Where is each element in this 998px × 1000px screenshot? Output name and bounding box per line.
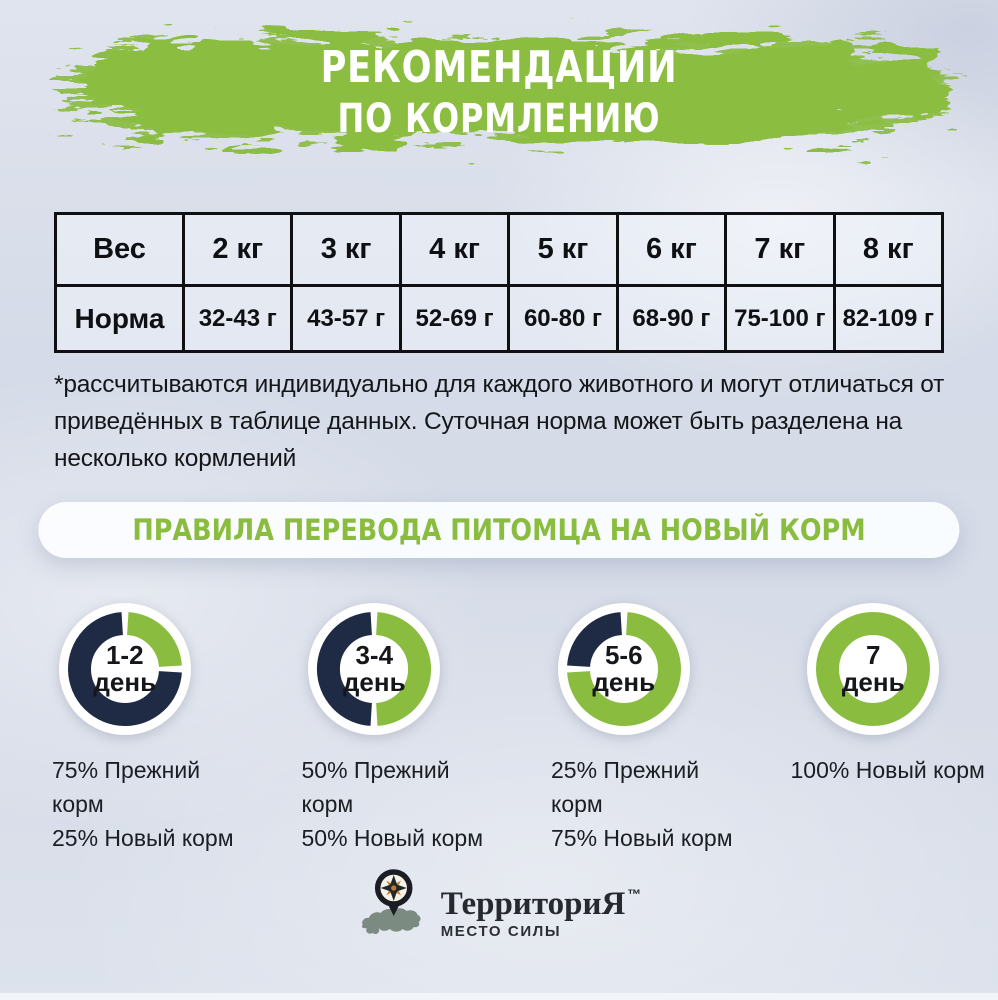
compass-center-dot xyxy=(391,885,397,891)
transition-step-1: 1-2 день 75% Прежний корм 25% Новый корм xyxy=(0,602,250,855)
table-cell: 52-69 г xyxy=(398,284,511,353)
table-cell: 82-109 г xyxy=(832,284,945,353)
donut-caption: 50% Прежний корм 50% Новый корм xyxy=(250,753,500,855)
table-header-row: Вес 2 кг 3 кг 4 кг 5 кг 6 кг 7 кг 8 кг xyxy=(54,212,945,287)
table-header-cell: 5 кг xyxy=(507,212,619,287)
table-cell: 60-80 г xyxy=(507,284,619,353)
banner-brush-stroke xyxy=(62,40,946,140)
page-title: РЕКОМЕНДАЦИИ ПО КОРМЛЕНИЮ xyxy=(0,41,998,144)
transition-step-2: 3-4 день 50% Прежний корм 50% Новый корм xyxy=(250,602,500,855)
donut-day-word: день xyxy=(592,667,656,697)
caption-old-food: 25% Прежний корм xyxy=(551,757,700,817)
donut-day-range: 1-2 xyxy=(105,640,144,670)
russia-map-silhouette xyxy=(361,908,421,935)
logo-text: ТерриториЯ ™ МЕСТО СИЛЫ xyxy=(441,868,642,940)
brand-name: ТерриториЯ ™ xyxy=(440,878,642,922)
donut-day-range: 7 xyxy=(866,640,881,670)
caption-new-food: 100% Новый корм xyxy=(790,757,985,783)
trademark-symbol: ™ xyxy=(627,886,642,902)
feeding-norms-table: Вес 2 кг 3 кг 4 кг 5 кг 6 кг 7 кг 8 кг Н… xyxy=(54,212,945,353)
donut-chart-day-7: 7 день xyxy=(806,602,940,736)
table-header-cell: 7 кг xyxy=(724,212,836,287)
table-header-cell: 8 кг xyxy=(832,212,945,287)
donut-day-word: день xyxy=(841,667,905,697)
brand-wordmark: ТерриториЯ xyxy=(440,886,626,922)
donut-center-label: 1-2 день xyxy=(58,602,192,736)
table-cell: 68-90 г xyxy=(615,284,728,353)
transition-step-4: 7 день 100% Новый корм xyxy=(749,602,998,855)
page-title-line1: РЕКОМЕНДАЦИИ xyxy=(320,42,678,93)
table-header-cell: Вес xyxy=(54,212,185,287)
donut-day-range: 5-6 xyxy=(604,640,643,670)
donut-center-label: 5-6 день xyxy=(557,602,691,736)
table-header-cell: 3 кг xyxy=(290,212,402,287)
donut-caption: 75% Прежний корм 25% Новый корм xyxy=(0,753,250,855)
table-header-cell: 6 кг xyxy=(615,212,728,287)
page-title-line2: ПО КОРМЛЕНИЮ xyxy=(337,96,661,142)
transition-donut-row: 1-2 день 75% Прежний корм 25% Новый корм… xyxy=(0,602,998,855)
transition-step-3: 5-6 день 25% Прежний корм 75% Новый корм xyxy=(499,602,749,855)
donut-caption: 25% Прежний корм 75% Новый корм xyxy=(499,753,749,855)
bottom-edge-strip xyxy=(0,993,998,1000)
donut-ring xyxy=(807,603,940,735)
table-header-cell: 2 кг xyxy=(181,212,294,287)
compass-map-icon xyxy=(361,869,421,935)
donut-day-word: день xyxy=(93,667,157,697)
table-cell: 32-43 г xyxy=(181,284,294,353)
donut-chart-day-3-4: 3-4 день xyxy=(307,602,441,736)
table-row-label: Норма xyxy=(54,284,185,353)
caption-new-food: 25% Новый корм xyxy=(52,825,234,851)
donut-chart-day-5-6: 5-6 день xyxy=(557,602,691,736)
footnote-text: *рассчитываются индивидуально для каждог… xyxy=(54,371,945,472)
donut-chart-day-1-2: 1-2 день xyxy=(58,602,192,736)
caption-old-food: 75% Прежний корм xyxy=(52,757,201,817)
donut-caption: 100% Новый корм xyxy=(749,753,998,787)
donut-ring xyxy=(308,603,441,735)
transition-heading-pill: ПРАВИЛА ПЕРЕВОДА ПИТОМЦА НА НОВЫЙ КОРМ xyxy=(38,502,960,558)
table-cell: 75-100 г xyxy=(724,284,836,353)
donut-center-label: 7 день xyxy=(806,602,940,736)
table-header-cell: 4 кг xyxy=(398,212,511,287)
brand-logo: ТерриториЯ ™ МЕСТО СИЛЫ xyxy=(357,868,642,942)
caption-old-food: 50% Прежний корм xyxy=(301,757,450,817)
donut-ring xyxy=(557,603,690,735)
donut-center-label: 3-4 день xyxy=(307,602,441,736)
donut-day-range: 3-4 xyxy=(355,640,394,670)
transition-heading: ПРАВИЛА ПЕРЕВОДА ПИТОМЦА НА НОВЫЙ КОРМ xyxy=(132,513,866,547)
table-cell: 43-57 г xyxy=(290,284,402,353)
caption-new-food: 50% Новый корм xyxy=(301,825,484,851)
donut-day-word: день xyxy=(342,667,406,697)
donut-ring xyxy=(58,603,191,735)
brand-tagline: МЕСТО СИЛЫ xyxy=(440,923,562,940)
caption-new-food: 75% Новый корм xyxy=(551,825,733,851)
table-value-row: Норма 32-43 г 43-57 г 52-69 г 60-80 г 68… xyxy=(54,284,945,353)
